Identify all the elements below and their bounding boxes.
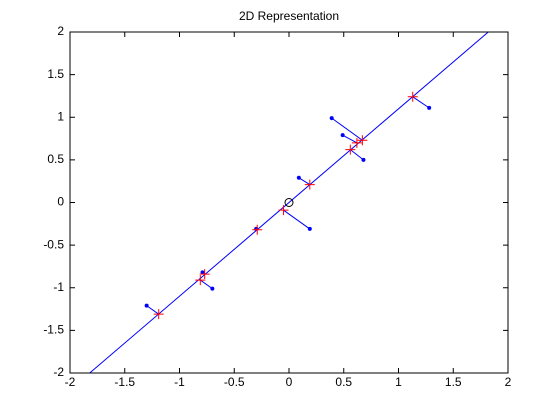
chart-title: 2D Representation bbox=[239, 9, 339, 23]
data-point bbox=[361, 157, 366, 162]
y-tick-label: 0.5 bbox=[47, 152, 64, 166]
connector bbox=[146, 305, 159, 315]
mean-point bbox=[284, 198, 294, 207]
y-tick-label: 1.5 bbox=[47, 67, 64, 81]
data-point bbox=[307, 226, 312, 231]
projection-point bbox=[252, 224, 263, 235]
principal-line bbox=[89, 32, 489, 373]
y-tick-label: -0.5 bbox=[43, 237, 64, 251]
connector bbox=[331, 117, 363, 141]
y-tick-label: 2 bbox=[57, 24, 64, 38]
data-point bbox=[296, 175, 301, 180]
connector bbox=[200, 279, 213, 290]
y-tick-label: -1 bbox=[53, 280, 64, 294]
x-tick-label: -1 bbox=[174, 375, 185, 389]
x-tick-label: 1.5 bbox=[445, 375, 462, 389]
projection-point bbox=[199, 269, 210, 280]
data-point bbox=[200, 270, 205, 275]
projection-point bbox=[195, 275, 206, 286]
axes-box bbox=[69, 31, 509, 374]
data-point bbox=[210, 286, 215, 291]
connector bbox=[350, 149, 364, 161]
projection-point bbox=[407, 91, 418, 102]
data-point bbox=[329, 116, 334, 121]
connector bbox=[342, 134, 358, 144]
projection-point bbox=[357, 135, 368, 146]
y-tick-label: -2 bbox=[53, 365, 64, 379]
x-tick-label: -2 bbox=[65, 375, 76, 389]
x-tick-label: 2 bbox=[505, 375, 512, 389]
connector bbox=[412, 96, 430, 109]
x-tick-label: -1.5 bbox=[114, 375, 135, 389]
data-point bbox=[427, 105, 432, 110]
x-tick-label: 0 bbox=[286, 375, 293, 389]
connector bbox=[298, 177, 311, 186]
projection-point bbox=[153, 309, 164, 320]
x-tick-label: 0.5 bbox=[335, 375, 352, 389]
data-point bbox=[340, 133, 345, 138]
connector bbox=[283, 209, 311, 230]
projection-point bbox=[304, 179, 315, 190]
x-tick-label: -0.5 bbox=[224, 375, 245, 389]
projection-point bbox=[351, 137, 362, 148]
projection-point bbox=[345, 144, 356, 155]
data-point bbox=[144, 303, 149, 308]
y-tick-label: 0 bbox=[57, 195, 64, 209]
x-tick-label: 1 bbox=[395, 375, 402, 389]
y-tick-label: -1.5 bbox=[43, 323, 64, 337]
projection-point bbox=[278, 205, 289, 216]
y-tick-label: 1 bbox=[57, 109, 64, 123]
plot bbox=[89, 32, 489, 373]
